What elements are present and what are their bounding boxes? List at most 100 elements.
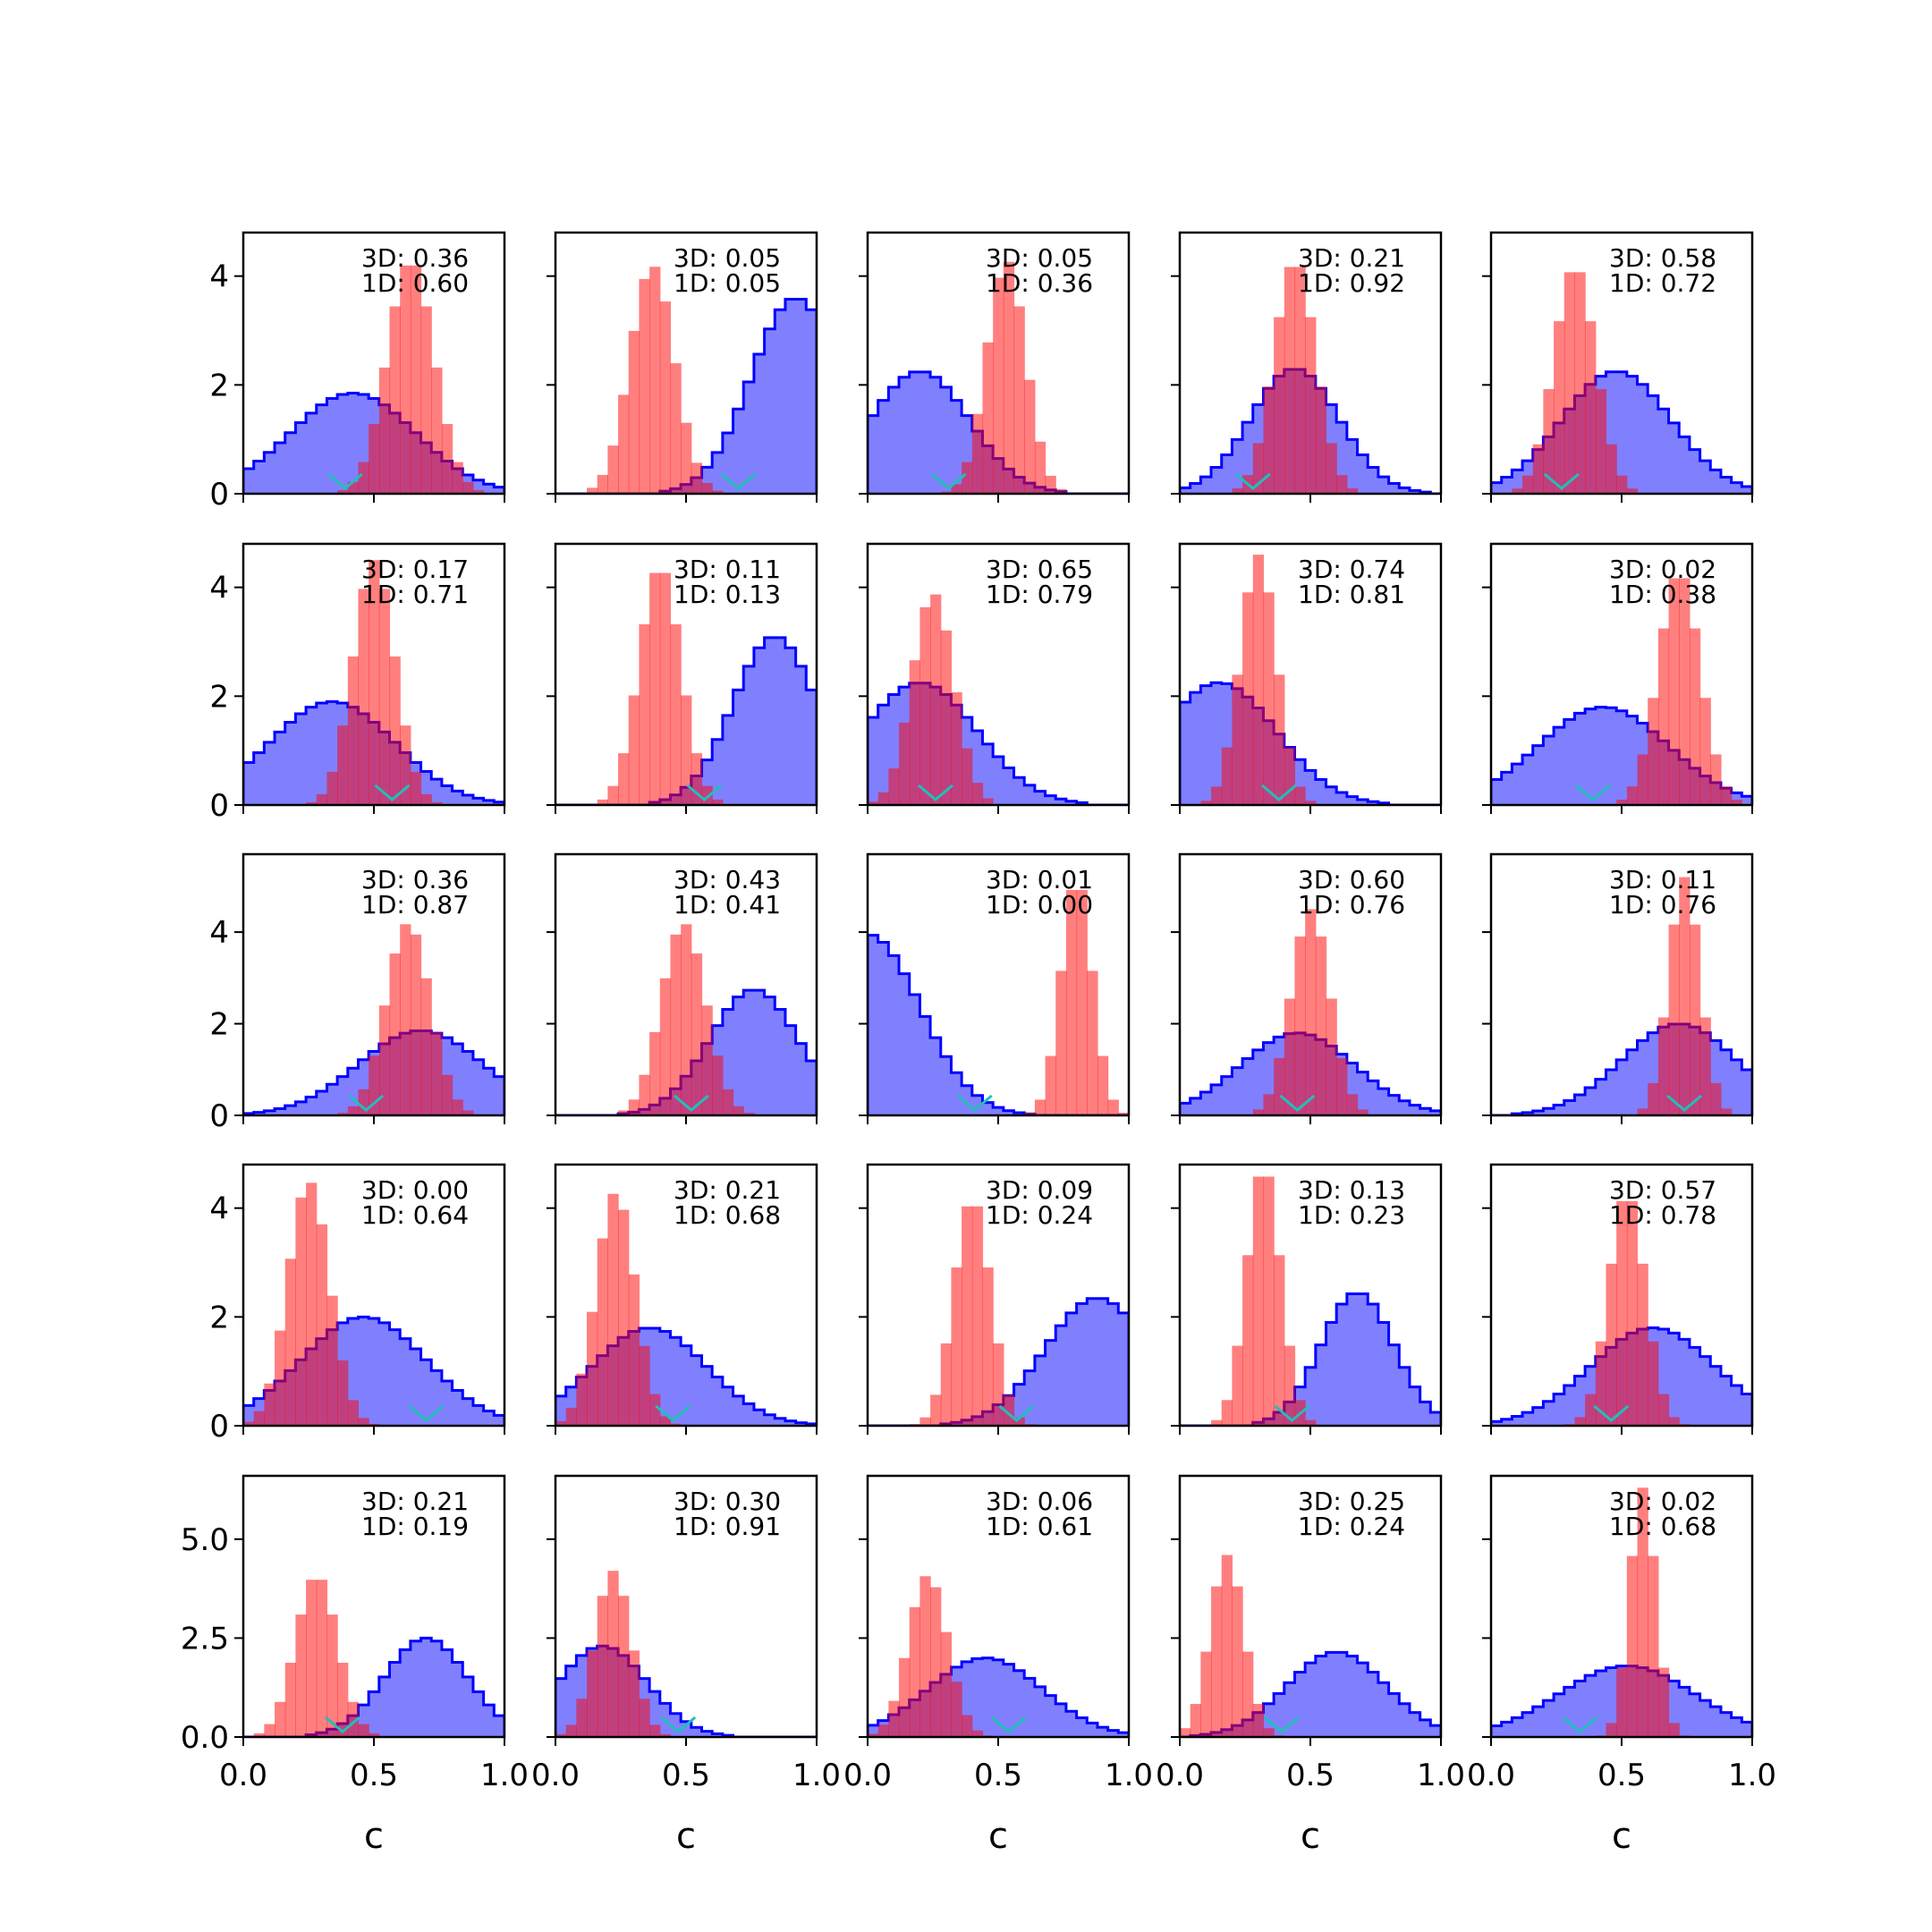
- blue-bar: [951, 1072, 962, 1115]
- blue-bar: [1087, 1298, 1098, 1426]
- marker-chevron: [374, 784, 411, 801]
- label-1d: 1D: 0.91: [674, 1512, 781, 1541]
- blue-bar: [1574, 1376, 1586, 1426]
- red-bar: [1263, 1728, 1275, 1737]
- red-bar: [993, 1343, 1004, 1426]
- red-bar: [1606, 1723, 1617, 1737]
- marker-chevron: [1562, 1716, 1598, 1733]
- blue-bar: [1731, 482, 1742, 494]
- label-1d: 1D: 0.68: [674, 1200, 781, 1230]
- red-bar: [306, 801, 318, 805]
- blue-bar: [1512, 470, 1523, 494]
- red-bar: [639, 1345, 650, 1426]
- blue-bar: [1657, 409, 1670, 494]
- red-bar: [1668, 924, 1680, 1115]
- red-bar: [472, 489, 485, 494]
- blue-bar: [712, 739, 724, 805]
- red-bar: [1336, 1057, 1348, 1115]
- red-bar: [369, 1733, 380, 1737]
- blue-bar: [1522, 1112, 1534, 1115]
- red-bar: [951, 1267, 962, 1426]
- red-bar: [410, 265, 422, 494]
- blue-bar: [951, 400, 962, 494]
- red-bar: [1346, 1094, 1359, 1115]
- red-bar: [1689, 628, 1701, 805]
- blue-bar: [795, 1043, 807, 1115]
- blue-bar: [1554, 1693, 1565, 1737]
- red-bar: [1263, 1176, 1275, 1426]
- blue-bar: [982, 1102, 994, 1115]
- red-bar: [264, 1383, 275, 1426]
- red-bar: [1294, 936, 1306, 1115]
- red-bar: [389, 953, 401, 1115]
- blue-bar: [1616, 710, 1628, 805]
- red-bar: [1242, 1255, 1254, 1426]
- plot-area: [243, 1580, 504, 1737]
- blue-bar: [441, 785, 453, 805]
- marker-chevron: [917, 784, 953, 801]
- blue-bar: [1076, 1303, 1088, 1426]
- red-bar: [628, 1274, 640, 1426]
- blue-bar: [1574, 1094, 1586, 1115]
- red-bar: [431, 801, 443, 805]
- blue-bar: [337, 1076, 349, 1115]
- blue-bar: [701, 1731, 713, 1737]
- red-bar: [1648, 1341, 1659, 1426]
- blue-bar: [1501, 477, 1513, 494]
- blue-bar: [1741, 796, 1752, 805]
- blue-bar: [1491, 1725, 1503, 1737]
- red-bar: [670, 623, 682, 805]
- red-bar: [1616, 475, 1628, 494]
- red-bar: [919, 1417, 931, 1426]
- red-bar: [1626, 786, 1639, 805]
- blue-bar: [431, 1640, 443, 1737]
- blue-bar: [940, 386, 953, 494]
- y-tick-label: 0: [209, 1409, 229, 1445]
- marker-chevron: [326, 472, 363, 490]
- blue-bar: [483, 1411, 495, 1426]
- plot-area: [868, 1206, 1129, 1426]
- red-bar: [712, 1055, 724, 1115]
- x-tick-label: 0.5: [974, 1758, 1022, 1793]
- blue-bar: [1563, 1100, 1576, 1115]
- label-1d: 1D: 0.76: [1609, 890, 1716, 919]
- red-bar: [337, 1662, 349, 1737]
- blue-bar: [1606, 708, 1617, 805]
- blue-bar: [1409, 1105, 1421, 1115]
- red-bar: [1637, 1487, 1648, 1737]
- red-bar: [347, 1106, 360, 1115]
- red-bar: [618, 394, 630, 494]
- blue-bar: [1554, 727, 1565, 805]
- blue-bar: [452, 1390, 463, 1426]
- blue-bar: [1399, 1703, 1411, 1737]
- label-3d: 3D: 0.02: [1609, 1487, 1716, 1516]
- blue-bar: [1252, 1049, 1265, 1115]
- x-tick-label: 0.0: [843, 1758, 892, 1793]
- red-bar: [1305, 1419, 1317, 1426]
- blue-bar: [1045, 795, 1056, 805]
- blue-bar: [1616, 1059, 1628, 1115]
- label-3d: 3D: 0.05: [674, 243, 781, 273]
- red-bar: [1326, 443, 1337, 494]
- label-3d: 3D: 0.09: [986, 1175, 1093, 1205]
- y-tick-label: 4: [209, 1191, 229, 1227]
- red-bar: [1648, 698, 1659, 805]
- red-bar: [1076, 890, 1088, 1115]
- blue-bar: [1368, 1304, 1379, 1426]
- blue-bar: [1543, 1108, 1555, 1115]
- plot-area: [1180, 555, 1441, 805]
- red-bar: [670, 363, 682, 494]
- blue-bar: [764, 996, 775, 1115]
- blue-bar: [1211, 467, 1223, 494]
- red-bar: [369, 560, 380, 805]
- blue-bar: [472, 798, 485, 805]
- blue-bar: [1543, 1401, 1555, 1426]
- red-bar: [1045, 475, 1056, 494]
- blue-bar: [494, 487, 504, 494]
- blue-bar: [1315, 1344, 1327, 1426]
- blue-bar: [940, 1056, 953, 1115]
- red-bar: [1305, 909, 1317, 1115]
- blue-bar: [877, 942, 889, 1115]
